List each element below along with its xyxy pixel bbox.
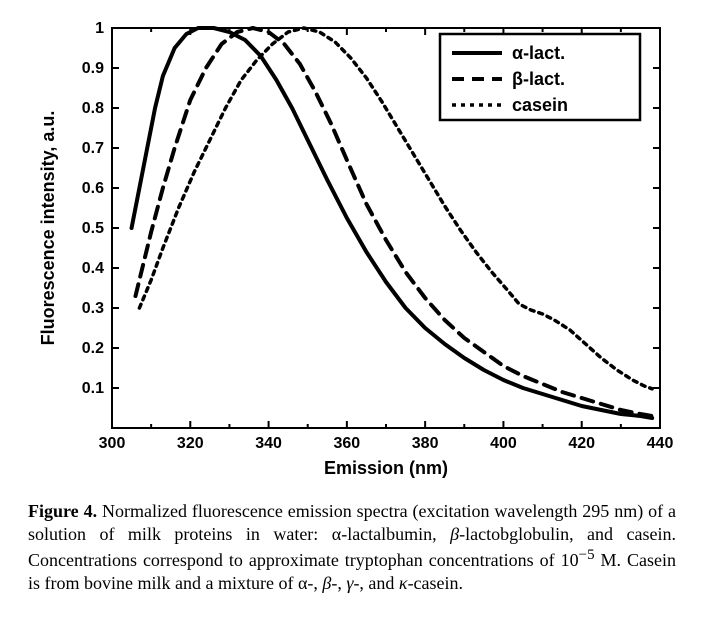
svg-text:α-lact.: α-lact. — [512, 43, 565, 63]
svg-text:0.4: 0.4 — [82, 260, 104, 277]
svg-text:0.5: 0.5 — [82, 220, 104, 237]
svg-text:1: 1 — [95, 20, 104, 37]
svg-text:0.3: 0.3 — [82, 300, 104, 317]
svg-text:0.1: 0.1 — [82, 380, 104, 397]
svg-text:β-lact.: β-lact. — [512, 69, 565, 89]
svg-text:440: 440 — [647, 435, 674, 452]
svg-text:0.7: 0.7 — [82, 140, 104, 157]
fluorescence-chart: 300 320 340 360 380 400 420 440 0.1 0.2 0.3 0.4 0.5 0… — [20, 10, 684, 490]
legend: α-lact. β-lact. casein — [440, 34, 640, 120]
figure-label: Figure 4. — [28, 501, 97, 521]
svg-text:Emission (nm): Emission (nm) — [324, 458, 448, 478]
svg-text:300: 300 — [99, 435, 126, 452]
svg-text:Fluorescence intensity, a.u.: Fluorescence intensity, a.u. — [38, 111, 58, 346]
svg-text:0.2: 0.2 — [82, 340, 104, 357]
svg-text:0.9: 0.9 — [82, 60, 104, 77]
svg-text:320: 320 — [177, 435, 204, 452]
svg-text:0.6: 0.6 — [82, 180, 104, 197]
svg-text:casein: casein — [512, 95, 568, 115]
svg-text:420: 420 — [568, 435, 595, 452]
svg-text:340: 340 — [255, 435, 282, 452]
svg-text:0.8: 0.8 — [82, 100, 104, 117]
svg-text:400: 400 — [490, 435, 517, 452]
svg-text:380: 380 — [412, 435, 439, 452]
caption-text: Normalized fluorescence emission spectra… — [28, 501, 676, 593]
svg-text:360: 360 — [334, 435, 361, 452]
figure-caption: Figure 4. Normalized fluorescence emissi… — [28, 500, 676, 595]
